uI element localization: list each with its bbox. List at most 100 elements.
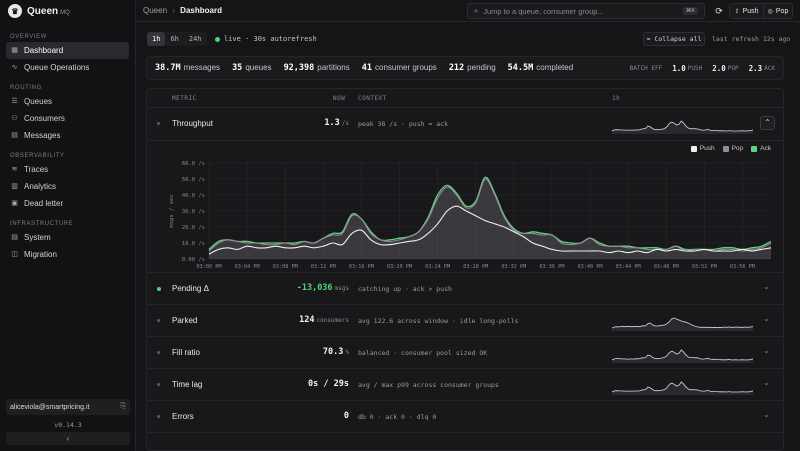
- metric-value-number: -13,036: [296, 283, 333, 293]
- user-email: aliceviola@smartpricing.it: [10, 403, 90, 411]
- sidebar-item-label: Dashboard: [24, 46, 64, 55]
- chevron-down-icon[interactable]: ⌄: [763, 346, 770, 355]
- stat-label: partitions: [317, 63, 350, 72]
- sparkline-line: [612, 317, 753, 329]
- chevron-down-icon[interactable]: ⌄: [763, 410, 770, 419]
- batch-ack-label: ACK: [764, 64, 775, 72]
- batch-items: 1.0 PUSH 2.0 POP 2.3 ACK: [662, 64, 775, 73]
- x-tick-label: 03:28 PM: [463, 264, 488, 270]
- legend-ack[interactable]: Ack: [751, 145, 771, 152]
- bar-chart-icon: ▥: [11, 183, 18, 190]
- nav-section-title: OVERVIEW: [10, 34, 48, 40]
- sidebar-item-consumers[interactable]: ⚇ Consumers: [6, 110, 129, 127]
- metric-context: avg 122.6 across window · idle long-poll…: [358, 317, 519, 325]
- stat-label: pending: [467, 63, 496, 72]
- sidebar-item-messages[interactable]: ▤ Messages: [6, 127, 129, 144]
- push-button[interactable]: ⇪ Push: [729, 3, 764, 19]
- sparkline-line: [612, 349, 753, 361]
- metric-value-number: 1.3: [324, 118, 340, 128]
- stat-value: 41: [361, 63, 372, 73]
- stat-partitions: 92,398 partitions: [284, 63, 350, 73]
- sidebar-item-label: Consumers: [24, 114, 65, 123]
- x-tick-label: 03:40 PM: [578, 264, 603, 270]
- stat-label: completed: [536, 63, 574, 72]
- sidebar-item-dead-letter[interactable]: ▣ Dead letter: [6, 195, 129, 212]
- logout-icon[interactable]: ⎘: [120, 403, 126, 410]
- breadcrumb-root[interactable]: Queen: [143, 6, 168, 15]
- header-metric: METRIC: [172, 95, 197, 102]
- batch-ack-value: 2.3: [748, 63, 763, 73]
- x-tick-label: 03:48 PM: [654, 264, 679, 270]
- brand[interactable]: ♛ Queen MQ: [0, 0, 135, 22]
- sidebar-item-traces[interactable]: ≋ Traces: [6, 161, 129, 178]
- batch-pop-value: 2.0: [712, 63, 726, 73]
- sidebar-item-migration[interactable]: ◫ Migration: [6, 246, 129, 263]
- y-axis-label: msgs / sec: [169, 194, 175, 227]
- range-6h[interactable]: 6h: [170, 35, 179, 43]
- metric-unit: /s: [341, 120, 349, 127]
- legend-pop[interactable]: Pop: [722, 145, 743, 152]
- sparkline-area: [612, 350, 753, 363]
- chevron-down-icon[interactable]: ⌄: [763, 314, 770, 323]
- stat-messages: 38.7M messages: [155, 63, 220, 73]
- sidebar-item-queues[interactable]: ☰ Queues: [6, 93, 129, 110]
- sidebar-item-system[interactable]: ▤ System: [6, 229, 129, 246]
- throughput-chart: Push Pop Ack 0.00 /s 10.0 /s 20.0 /s 30.0 /…: [147, 141, 783, 273]
- stat-label: messages: [183, 63, 221, 72]
- y-tick-label: 60.0 /s: [182, 161, 205, 167]
- x-tick-label: 03:52 PM: [692, 264, 717, 270]
- batch-pop-label: POP: [727, 64, 739, 72]
- row-bullet-icon: [157, 287, 161, 291]
- table-row-time-lag[interactable]: Time lag 0s / 29s avg / max p99 across con…: [147, 369, 783, 401]
- list-icon: ☰: [11, 98, 18, 105]
- collapse-icon: ≈: [646, 35, 651, 43]
- sidebar-item-queue-operations[interactable]: ∿ Queue Operations: [6, 59, 129, 76]
- table-row-pending[interactable]: Pending Δ -13,036 msgs catching up · ack > …: [147, 273, 783, 305]
- collapse-all-button[interactable]: ≈ Collapse all: [643, 32, 705, 46]
- search-input[interactable]: ⌕ Jump to a queue, consumer group... ⌘K: [467, 3, 705, 19]
- brand-sub: MQ: [60, 9, 70, 16]
- table-row-fill-ratio[interactable]: Fill ratio 70.3% balanced · consumer pool …: [147, 337, 783, 369]
- collapse-row-button[interactable]: ⌃: [760, 116, 775, 130]
- search-placeholder: Jump to a queue, consumer group...: [483, 6, 604, 16]
- search-shortcut: ⌘K: [682, 7, 698, 15]
- sparkline-throughput: [612, 120, 753, 134]
- sparkline-parked: [612, 317, 753, 331]
- chevron-down-icon[interactable]: ⌄: [763, 282, 770, 291]
- sidebar-item-label: Queues: [24, 97, 53, 106]
- pop-button[interactable]: ◎ Pop: [763, 3, 793, 19]
- breadcrumb: Queen › Dashboard: [143, 6, 222, 15]
- table-row-errors[interactable]: Errors 0 db 0 · ack 0 · dlq 0 ⌄: [147, 401, 783, 433]
- table-row-parked[interactable]: Parked 124 consumers avg 122.6 across windo…: [147, 305, 783, 337]
- collapse-sidebar-button[interactable]: ‹: [6, 432, 130, 445]
- x-tick-label: 03:04 PM: [235, 264, 260, 270]
- metric-value: 0s / 29s: [308, 379, 349, 389]
- y-tick-label: 40.0 /s: [182, 193, 205, 199]
- metric-name: Time lag: [172, 380, 203, 389]
- topbar: Queen › Dashboard ⌕ Jump to a queue, con…: [136, 0, 800, 22]
- refresh-icon: ⟳: [715, 5, 723, 16]
- x-tick-label: 03:36 PM: [539, 264, 564, 270]
- legend-push[interactable]: Push: [690, 145, 715, 152]
- push-label: Push: [742, 7, 759, 15]
- range-1h[interactable]: 1h: [147, 32, 166, 46]
- chevron-down-icon[interactable]: ⌄: [763, 378, 770, 387]
- sidebar-item-label: Analytics: [24, 182, 57, 191]
- row-bullet-icon: [157, 351, 160, 354]
- y-tick-label: 50.0 /s: [182, 177, 205, 183]
- batch-efficiency: BATCH EFF 1.0 PUSH 2.0 POP 2.3 ACK: [630, 64, 775, 73]
- sidebar-item-dashboard[interactable]: ▦ Dashboard: [6, 42, 129, 59]
- user-box[interactable]: aliceviola@smartpricing.it ⎘: [6, 399, 130, 415]
- nav-section-title: INFRASTRUCTURE: [10, 221, 74, 227]
- sidebar-item-analytics[interactable]: ▥ Analytics: [6, 178, 129, 195]
- sidebar-item-label: System: [24, 233, 51, 242]
- table-row-throughput[interactable]: Throughput 1.3/s peak 38 /s · push ≈ ack: [147, 108, 783, 141]
- refresh-button[interactable]: ⟳: [711, 3, 727, 19]
- metric-unit: %: [345, 349, 349, 356]
- last-refresh: last refresh 12s ago: [712, 35, 791, 43]
- stat-consumer-groups: 41 consumer groups: [362, 63, 437, 73]
- metric-value-number: 0: [343, 411, 349, 421]
- grid-icon: ▦: [11, 47, 18, 54]
- live-dot-icon: [215, 36, 220, 42]
- range-24h[interactable]: 24h: [188, 35, 202, 43]
